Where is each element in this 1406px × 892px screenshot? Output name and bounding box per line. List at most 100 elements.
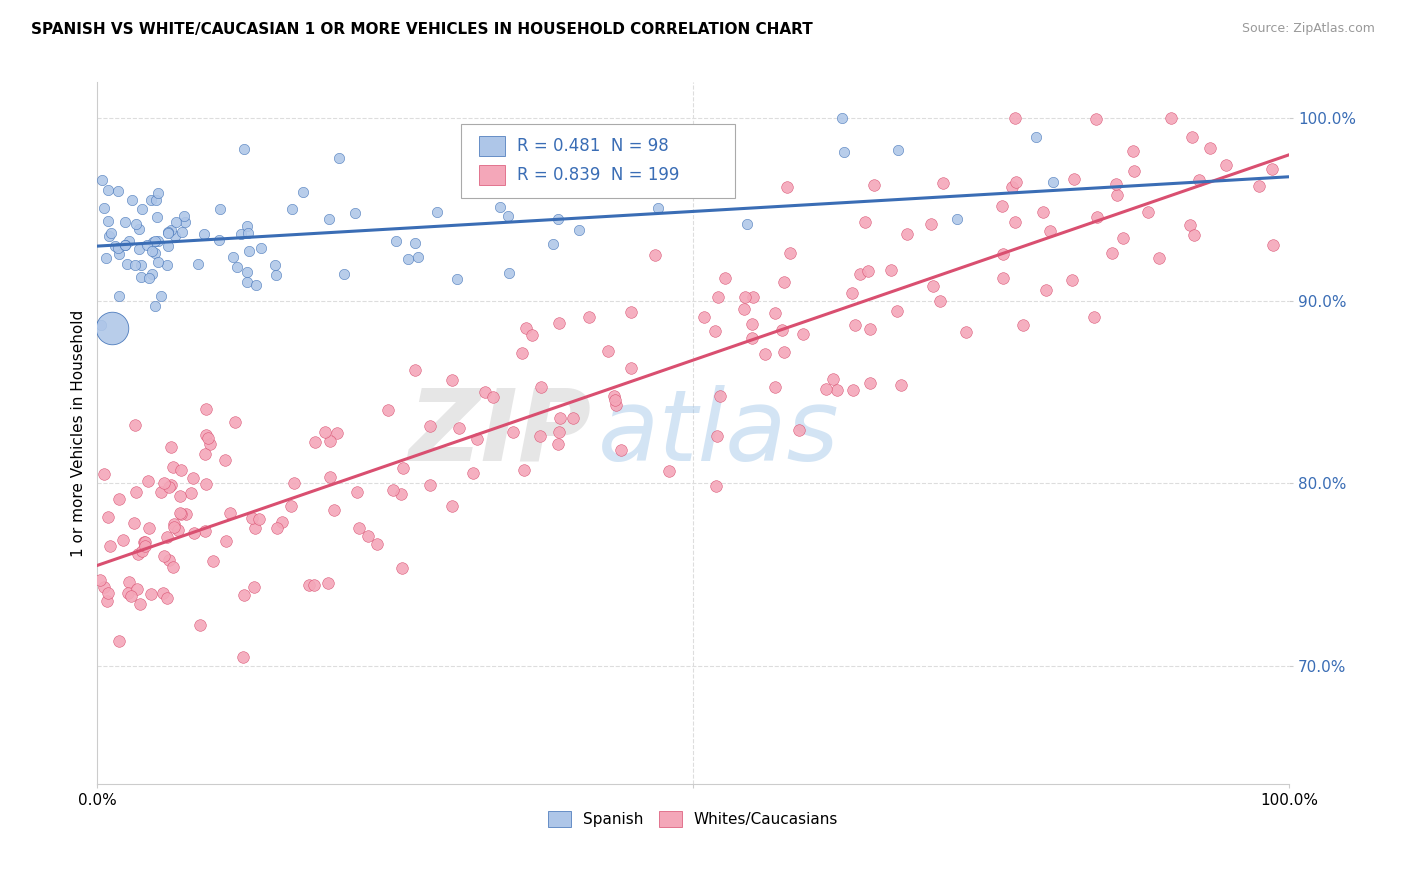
Point [97,585,120,599]
Point [250,241,273,255]
Point [404,236,426,251]
Point [129,258,152,272]
Point [825,383,848,397]
Point [195,476,218,491]
Point [243,521,266,535]
Point [131,543,153,558]
FancyBboxPatch shape [461,124,735,198]
Point [271,516,294,530]
Point [658,464,681,478]
Point [202,553,225,567]
Point [605,398,627,412]
Point [929,294,952,309]
Point [932,176,955,190]
Point [548,317,571,331]
Point [143,299,166,313]
Point [233,142,256,156]
Point [447,421,470,435]
FancyBboxPatch shape [478,166,505,186]
Point [233,588,256,602]
Point [209,202,232,217]
Point [122,516,145,530]
Y-axis label: 1 or more Vehicles in Household: 1 or more Vehicles in Household [72,310,86,557]
Point [91,173,114,187]
Point [1025,129,1047,144]
Text: ZIP: ZIP [409,384,592,482]
Point [187,257,209,271]
Point [945,212,967,227]
Point [134,534,156,549]
Point [734,290,756,304]
Point [114,215,136,229]
Point [124,417,146,432]
Point [325,426,347,441]
Point [97,229,120,244]
Point [392,461,415,475]
Point [714,270,737,285]
Text: Source: ZipAtlas.com: Source: ZipAtlas.com [1241,22,1375,36]
Point [266,521,288,535]
Point [136,238,159,252]
Point [1160,112,1182,126]
Point [863,178,886,193]
Point [741,317,763,331]
Point [991,247,1014,261]
Point [128,242,150,256]
Point [198,437,221,451]
Point [741,290,763,304]
Point [419,418,441,433]
Point [1199,141,1222,155]
Point [1101,246,1123,260]
Point [125,217,148,231]
Point [344,206,367,220]
Point [314,425,336,439]
Point [406,250,429,264]
Point [544,180,567,194]
Point [97,214,120,228]
Point [1247,178,1270,193]
Point [139,587,162,601]
Point [156,259,179,273]
Point [156,226,179,240]
Point [170,463,193,477]
Point [426,204,449,219]
Point [318,212,340,227]
Point [134,539,156,553]
Point [853,215,876,229]
Point [236,265,259,279]
Point [195,428,218,442]
Point [214,453,236,467]
Point [157,239,180,253]
Point [108,288,131,302]
Point [129,597,152,611]
Point [859,321,882,335]
Point [180,486,202,500]
Point [174,507,197,521]
Point [377,402,399,417]
Point [922,279,945,293]
Point [1085,210,1108,224]
Point [304,578,326,592]
Point [880,262,903,277]
Point [1063,171,1085,186]
Point [280,499,302,513]
Point [159,223,181,237]
Point [232,650,254,665]
Point [1112,231,1135,245]
Point [991,199,1014,213]
Point [115,257,138,271]
Point [547,212,569,227]
Point [886,304,908,318]
Point [1004,214,1026,228]
Point [735,217,758,231]
Point [620,361,643,376]
Point [222,250,245,264]
Point [167,523,190,537]
Point [153,475,176,490]
Point [440,373,463,387]
Point [104,239,127,253]
Point [162,517,184,532]
Point [131,270,153,285]
Point [145,234,167,248]
Point [183,525,205,540]
